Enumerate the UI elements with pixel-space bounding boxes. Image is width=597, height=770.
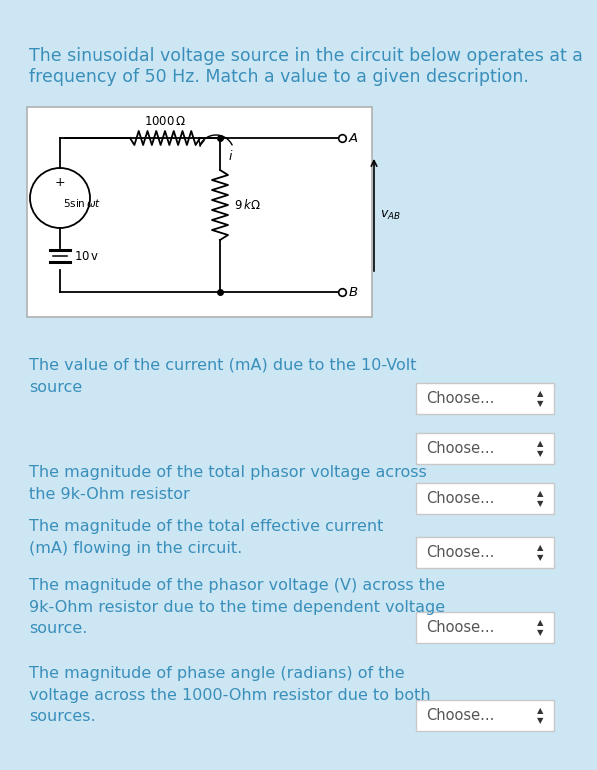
Text: ▼: ▼ xyxy=(537,553,543,562)
Text: Choose...: Choose... xyxy=(426,708,494,723)
Text: ▲: ▲ xyxy=(537,389,543,398)
Text: ▼: ▼ xyxy=(537,716,543,725)
Text: Choose...: Choose... xyxy=(426,491,494,506)
Text: $v_{AB}$: $v_{AB}$ xyxy=(380,209,401,222)
Text: $10\,\mathrm{v}$: $10\,\mathrm{v}$ xyxy=(74,249,100,263)
Text: ▲: ▲ xyxy=(537,706,543,715)
Text: Choose...: Choose... xyxy=(426,441,494,456)
Text: The value of the current (mA) due to the 10-Volt
source: The value of the current (mA) due to the… xyxy=(29,358,417,394)
FancyBboxPatch shape xyxy=(416,483,554,514)
Text: ▲: ▲ xyxy=(537,489,543,498)
FancyBboxPatch shape xyxy=(27,107,372,317)
Text: $+$: $+$ xyxy=(54,176,66,189)
Text: $9\,k\Omega$: $9\,k\Omega$ xyxy=(234,198,261,212)
Text: ▲: ▲ xyxy=(537,618,543,627)
FancyBboxPatch shape xyxy=(416,612,554,643)
Text: ▼: ▼ xyxy=(537,628,543,637)
Text: ▲: ▲ xyxy=(537,543,543,552)
Text: $1000\,\Omega$: $1000\,\Omega$ xyxy=(144,115,186,128)
Text: The magnitude of the total effective current
(mA) flowing in the circuit.: The magnitude of the total effective cur… xyxy=(29,519,383,556)
FancyBboxPatch shape xyxy=(416,383,554,414)
Text: Choose...: Choose... xyxy=(426,545,494,560)
Text: Choose...: Choose... xyxy=(426,620,494,635)
FancyBboxPatch shape xyxy=(416,537,554,568)
Text: ▼: ▼ xyxy=(537,449,543,458)
Text: ▼: ▼ xyxy=(537,399,543,408)
Text: A: A xyxy=(349,132,358,145)
Text: The sinusoidal voltage source in the circuit below operates at a: The sinusoidal voltage source in the cir… xyxy=(29,47,583,65)
Text: ▲: ▲ xyxy=(537,439,543,448)
Text: frequency of 50 Hz. Match a value to a given description.: frequency of 50 Hz. Match a value to a g… xyxy=(29,68,529,86)
FancyBboxPatch shape xyxy=(416,433,554,464)
Text: Choose...: Choose... xyxy=(426,391,494,406)
FancyBboxPatch shape xyxy=(416,700,554,731)
Text: ▼: ▼ xyxy=(537,499,543,508)
Text: $i$: $i$ xyxy=(228,149,233,163)
Text: The magnitude of the phasor voltage (V) across the
9k-Ohm resistor due to the ti: The magnitude of the phasor voltage (V) … xyxy=(29,578,445,636)
Text: The magnitude of the total phasor voltage across
the 9k-Ohm resistor: The magnitude of the total phasor voltag… xyxy=(29,465,427,501)
Text: $5\sin\omega t$: $5\sin\omega t$ xyxy=(63,197,101,209)
Text: The magnitude of phase angle (radians) of the
voltage across the 1000-Ohm resist: The magnitude of phase angle (radians) o… xyxy=(29,666,430,725)
Text: B: B xyxy=(349,286,358,299)
